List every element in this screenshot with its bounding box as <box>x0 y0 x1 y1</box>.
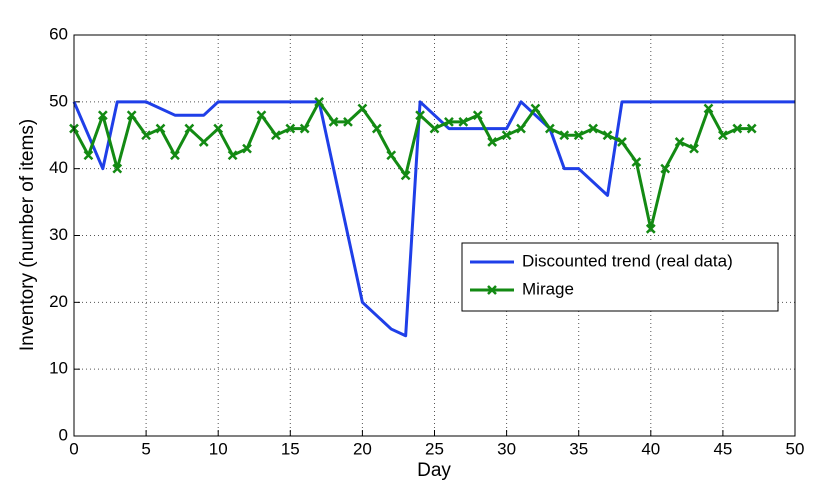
marker <box>400 170 411 181</box>
marker <box>544 123 555 134</box>
marker <box>573 130 584 141</box>
marker <box>429 123 440 134</box>
marker <box>227 150 238 161</box>
marker <box>371 123 382 134</box>
x-tick-label: 0 <box>69 439 78 458</box>
y-tick-label: 20 <box>49 292 68 311</box>
marker <box>718 130 728 141</box>
marker <box>155 123 166 134</box>
marker <box>516 123 526 134</box>
marker <box>184 123 195 134</box>
x-tick-label: 35 <box>569 439 588 458</box>
marker <box>343 116 353 127</box>
marker <box>170 150 180 161</box>
marker <box>559 130 570 141</box>
legend-box <box>461 242 779 312</box>
marker <box>198 137 209 147</box>
x-tick-label: 40 <box>641 439 660 458</box>
marker <box>83 150 94 161</box>
marker <box>617 137 627 147</box>
marker <box>487 137 498 147</box>
legend-label: Mirage <box>522 279 574 298</box>
marker <box>270 130 281 141</box>
marker <box>285 123 296 134</box>
marker <box>112 163 123 174</box>
x-tick-label: 30 <box>497 439 516 458</box>
marker <box>689 143 699 154</box>
y-tick-label: 40 <box>49 158 68 177</box>
marker <box>602 130 613 141</box>
y-tick-label: 50 <box>49 91 68 110</box>
marker <box>97 110 108 121</box>
x-tick-label: 20 <box>353 439 372 458</box>
marker <box>213 123 224 134</box>
marker <box>631 157 642 167</box>
x-tick-label: 45 <box>713 439 732 458</box>
x-axis-label: Day <box>417 460 451 481</box>
series-line <box>72 100 795 338</box>
marker <box>588 123 599 134</box>
x-tick-label: 5 <box>141 439 150 458</box>
series-line <box>72 100 752 231</box>
marker <box>328 116 339 127</box>
marker <box>126 110 137 121</box>
x-tick-label: 10 <box>209 439 228 458</box>
legend-label: Discounted trend (real data) <box>522 251 733 270</box>
y-tick-label: 0 <box>59 425 68 444</box>
marker <box>487 285 497 295</box>
marker <box>458 116 469 127</box>
marker <box>530 103 541 114</box>
x-tick-label: 15 <box>281 439 300 458</box>
marker <box>357 103 368 114</box>
marker <box>746 123 757 134</box>
y-axis-label: Inventory (number of items) <box>17 119 38 351</box>
marker <box>314 96 325 107</box>
marker <box>141 130 151 141</box>
marker <box>242 143 252 154</box>
marker <box>674 137 685 147</box>
marker <box>501 130 512 141</box>
y-tick-label: 60 <box>49 24 68 43</box>
x-tick-label: 25 <box>425 439 444 458</box>
marker <box>299 123 310 134</box>
marker <box>386 150 397 161</box>
marker <box>645 223 656 234</box>
marker <box>732 123 743 134</box>
marker <box>660 163 671 174</box>
marker <box>256 110 267 121</box>
plot-frame <box>73 34 796 437</box>
y-tick-label: 30 <box>49 225 68 244</box>
marker <box>444 116 454 127</box>
marker <box>415 110 425 121</box>
marker <box>703 103 714 114</box>
y-tick-label: 10 <box>49 359 68 378</box>
x-tick-label: 50 <box>786 439 805 458</box>
marker <box>472 110 483 121</box>
